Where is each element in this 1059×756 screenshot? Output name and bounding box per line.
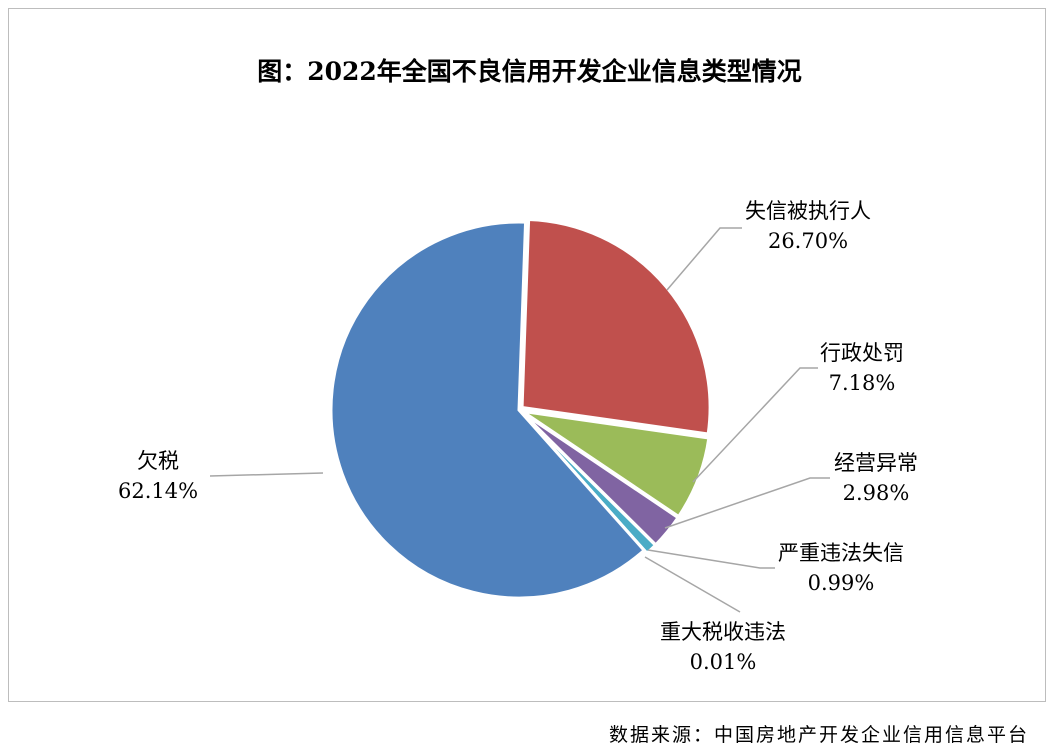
label-0: 失信被执行人 26.70% — [745, 199, 871, 253]
pie-slice-5 — [329, 220, 647, 600]
label-1: 行政处罚 7.18% — [820, 341, 904, 395]
leader-line-2 — [664, 477, 830, 529]
label-4: 重大税收违法 0.01% — [660, 620, 786, 674]
leader-line-4 — [644, 556, 741, 613]
data-source: 数据来源：中国房地产开发企业信用信息平台 — [608, 724, 1029, 746]
leader-line-1 — [692, 367, 818, 483]
label-2: 经营异常 2.98% — [834, 451, 918, 505]
chart-frame — [8, 8, 1046, 702]
label-5: 欠税 62.14% — [118, 449, 199, 503]
label-3: 严重违法失信 0.99% — [778, 541, 904, 595]
chart-title: 图：2022年全国不良信用开发企业信息类型情况 — [257, 57, 802, 86]
leader-line-3 — [647, 549, 775, 569]
pie-slice-0 — [520, 217, 712, 436]
leader-line-5 — [209, 472, 324, 477]
leader-line-0 — [666, 227, 742, 291]
